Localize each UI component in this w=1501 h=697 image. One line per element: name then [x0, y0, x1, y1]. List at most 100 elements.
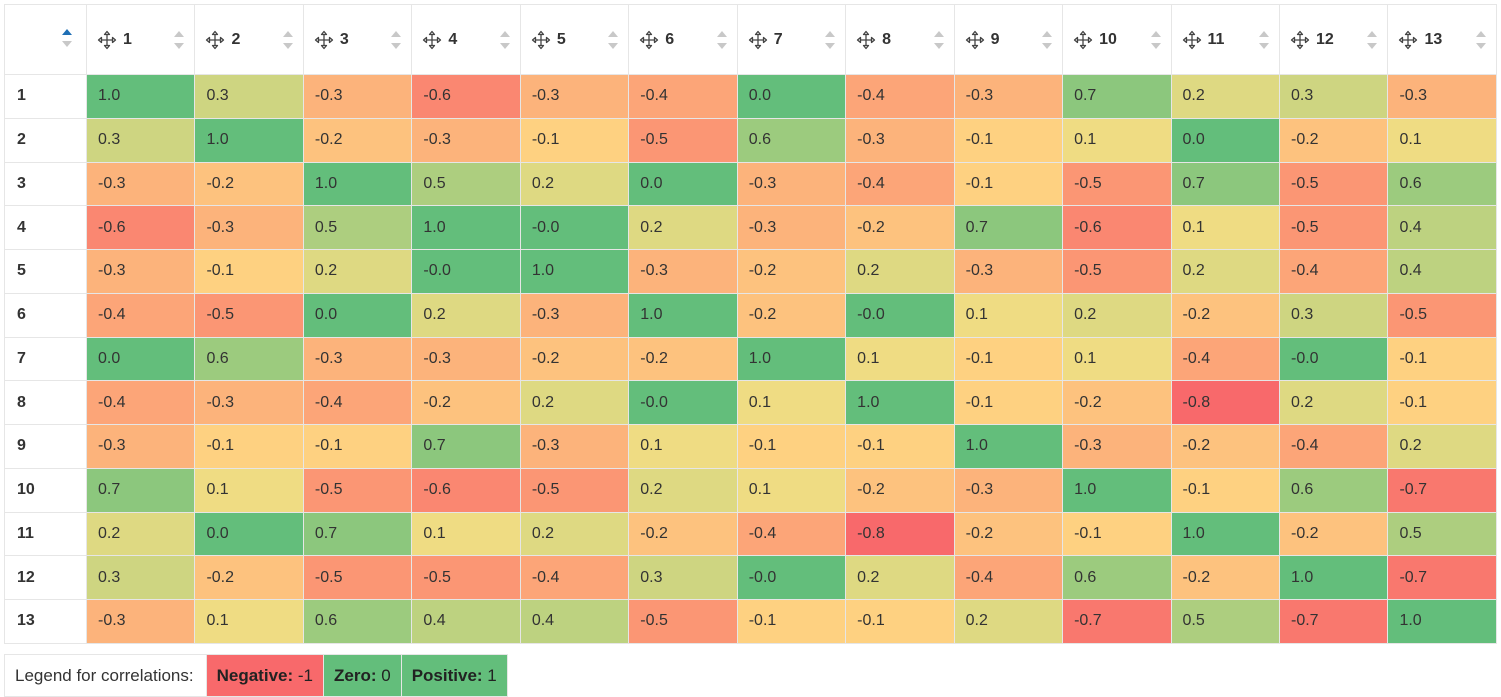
column-header-1[interactable]: 1 [85, 4, 196, 75]
correlation-cell[interactable]: -0.2 [953, 511, 1064, 557]
sort-arrows-icon[interactable] [932, 27, 946, 53]
column-header-6[interactable]: 6 [628, 4, 738, 75]
correlation-cell[interactable]: -0.6 [85, 205, 196, 250]
correlation-cell[interactable]: -0.4 [628, 74, 738, 119]
correlation-cell[interactable]: -0.2 [302, 117, 413, 163]
correlation-cell[interactable]: -0.2 [194, 161, 304, 207]
correlation-cell[interactable]: -0.2 [1170, 292, 1280, 338]
correlation-cell[interactable]: -0.3 [302, 74, 413, 119]
correlation-cell[interactable]: -0.3 [953, 467, 1064, 513]
move-arrows-icon[interactable] [1073, 30, 1093, 50]
move-arrows-icon[interactable] [639, 30, 659, 50]
correlation-cell[interactable]: -0.1 [845, 424, 955, 469]
correlation-cell[interactable]: -0.2 [1170, 424, 1280, 469]
correlation-cell[interactable]: 1.0 [411, 205, 521, 250]
correlation-cell[interactable]: 0.4 [411, 599, 521, 644]
correlation-cell[interactable]: 0.3 [628, 555, 738, 600]
correlation-cell[interactable]: -0.1 [302, 424, 413, 469]
correlation-cell[interactable]: -0.0 [628, 380, 738, 425]
sort-arrows-icon[interactable] [1257, 27, 1271, 53]
correlation-cell[interactable]: -0.5 [628, 117, 738, 163]
correlation-cell[interactable]: 1.0 [953, 424, 1064, 469]
correlation-cell[interactable]: -0.1 [736, 424, 847, 469]
correlation-cell[interactable]: 0.2 [953, 599, 1064, 644]
sort-arrows-icon[interactable] [281, 27, 295, 53]
correlation-cell[interactable]: -0.5 [1062, 249, 1172, 294]
correlation-cell[interactable]: -0.5 [628, 599, 738, 644]
correlation-cell[interactable]: 0.5 [1170, 599, 1280, 644]
correlation-cell[interactable]: -0.8 [1170, 380, 1280, 425]
column-header-8[interactable]: 8 [845, 4, 955, 75]
correlation-cell[interactable]: 0.5 [302, 205, 413, 250]
correlation-cell[interactable]: -0.4 [85, 380, 196, 425]
correlation-cell[interactable]: 0.1 [736, 467, 847, 513]
move-arrows-icon[interactable] [422, 30, 442, 50]
corner-header[interactable] [4, 4, 87, 75]
correlation-cell[interactable]: 0.2 [845, 249, 955, 294]
sort-arrows-icon[interactable] [172, 27, 186, 53]
correlation-cell[interactable]: -0.3 [85, 161, 196, 207]
correlation-cell[interactable]: -0.4 [1278, 424, 1389, 469]
correlation-cell[interactable]: 0.2 [302, 249, 413, 294]
correlation-cell[interactable]: -0.2 [736, 292, 847, 338]
correlation-cell[interactable]: 0.3 [85, 117, 196, 163]
correlation-cell[interactable]: -0.4 [519, 555, 630, 600]
correlation-cell[interactable]: -0.5 [1062, 161, 1172, 207]
correlation-cell[interactable]: 0.2 [519, 511, 630, 557]
correlation-cell[interactable]: 0.3 [85, 555, 196, 600]
correlation-cell[interactable]: -0.2 [628, 336, 738, 382]
correlation-cell[interactable]: 0.6 [1062, 555, 1172, 600]
correlation-cell[interactable]: 0.0 [736, 74, 847, 119]
sort-arrows-icon[interactable] [1365, 27, 1379, 53]
correlation-cell[interactable]: -0.5 [519, 467, 630, 513]
correlation-cell[interactable]: 0.6 [302, 599, 413, 644]
correlation-cell[interactable]: 0.3 [1278, 292, 1389, 338]
correlation-cell[interactable]: -0.5 [1278, 161, 1389, 207]
correlation-cell[interactable]: -0.3 [736, 205, 847, 250]
correlation-cell[interactable]: -0.1 [1062, 511, 1172, 557]
correlation-cell[interactable]: -0.3 [85, 424, 196, 469]
correlation-cell[interactable]: -0.3 [736, 161, 847, 207]
correlation-cell[interactable]: 0.0 [628, 161, 738, 207]
correlation-cell[interactable]: -0.4 [953, 555, 1064, 600]
sort-arrows-icon[interactable] [389, 27, 403, 53]
correlation-cell[interactable]: -0.1 [1387, 380, 1497, 425]
correlation-cell[interactable]: -0.1 [953, 117, 1064, 163]
column-header-7[interactable]: 7 [736, 4, 847, 75]
correlation-cell[interactable]: -0.3 [953, 249, 1064, 294]
correlation-cell[interactable]: -0.7 [1387, 467, 1497, 513]
move-arrows-icon[interactable] [205, 30, 225, 50]
correlation-cell[interactable]: 0.7 [85, 467, 196, 513]
correlation-cell[interactable]: -0.1 [519, 117, 630, 163]
move-arrows-icon[interactable] [1290, 30, 1310, 50]
correlation-cell[interactable]: -0.3 [194, 380, 304, 425]
correlation-cell[interactable]: -0.8 [845, 511, 955, 557]
correlation-cell[interactable]: -0.7 [1387, 555, 1497, 600]
correlation-cell[interactable]: 0.0 [85, 336, 196, 382]
correlation-cell[interactable]: 0.2 [519, 161, 630, 207]
correlation-cell[interactable]: 0.5 [411, 161, 521, 207]
correlation-cell[interactable]: -0.7 [1278, 599, 1389, 644]
correlation-cell[interactable]: 0.2 [1062, 292, 1172, 338]
correlation-cell[interactable]: -0.1 [194, 249, 304, 294]
correlation-cell[interactable]: -0.1 [953, 380, 1064, 425]
move-arrows-icon[interactable] [97, 30, 117, 50]
correlation-cell[interactable]: 1.0 [845, 380, 955, 425]
correlation-cell[interactable]: 0.4 [1387, 205, 1497, 250]
correlation-cell[interactable]: 0.1 [194, 467, 304, 513]
correlation-cell[interactable]: -0.2 [411, 380, 521, 425]
correlation-cell[interactable]: -0.1 [194, 424, 304, 469]
sort-arrows-icon[interactable] [498, 27, 512, 53]
correlation-cell[interactable]: -0.3 [519, 292, 630, 338]
correlation-cell[interactable]: 0.1 [953, 292, 1064, 338]
correlation-cell[interactable]: -0.3 [845, 117, 955, 163]
correlation-cell[interactable]: -0.0 [736, 555, 847, 600]
correlation-cell[interactable]: -0.1 [1387, 336, 1497, 382]
correlation-cell[interactable]: -0.4 [85, 292, 196, 338]
correlation-cell[interactable]: 1.0 [85, 74, 196, 119]
correlation-cell[interactable]: -0.3 [1062, 424, 1172, 469]
correlation-cell[interactable]: -0.1 [736, 599, 847, 644]
correlation-cell[interactable]: 1.0 [1278, 555, 1389, 600]
correlation-cell[interactable]: -0.6 [411, 74, 521, 119]
correlation-cell[interactable]: -0.2 [845, 467, 955, 513]
